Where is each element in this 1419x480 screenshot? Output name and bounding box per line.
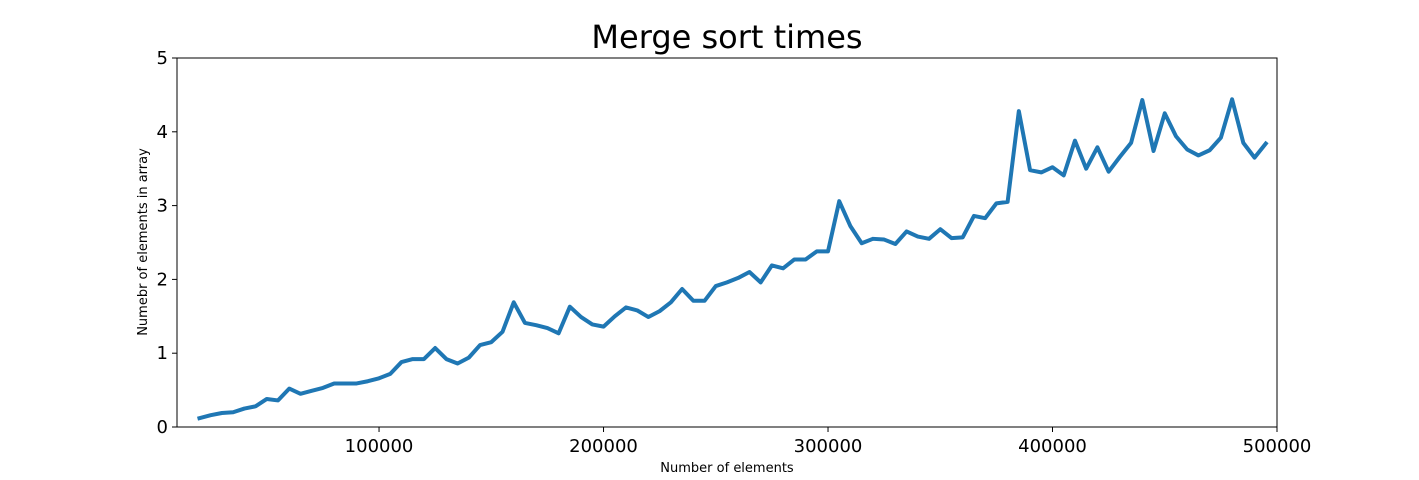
series-line-0 bbox=[197, 97, 1269, 421]
y-axis-label: Numebr of elements in array bbox=[136, 148, 151, 336]
y-axis-ticks: 0 1 2 3 4 5 bbox=[157, 48, 177, 438]
y-tick-label: 4 bbox=[157, 122, 168, 143]
y-tick-label: 3 bbox=[157, 196, 168, 217]
x-tick-label: 400000 bbox=[1018, 436, 1087, 457]
x-tick-label: 100000 bbox=[345, 436, 414, 457]
plot-frame bbox=[176, 57, 1278, 428]
chart-title: Merge sort times bbox=[591, 18, 862, 56]
x-tick-label: 500000 bbox=[1243, 436, 1312, 457]
x-axis-label: Number of elements bbox=[660, 461, 794, 476]
x-axis-ticks: 100000 200000 300000 400000 500000 bbox=[345, 427, 1312, 457]
x-tick-label: 300000 bbox=[794, 436, 863, 457]
x-tick-label: 200000 bbox=[569, 436, 638, 457]
plot-area bbox=[197, 97, 1269, 421]
y-tick-label: 1 bbox=[157, 343, 168, 364]
y-tick-label: 5 bbox=[157, 48, 168, 69]
y-tick-label: 0 bbox=[157, 417, 168, 438]
y-tick-label: 2 bbox=[157, 269, 168, 290]
